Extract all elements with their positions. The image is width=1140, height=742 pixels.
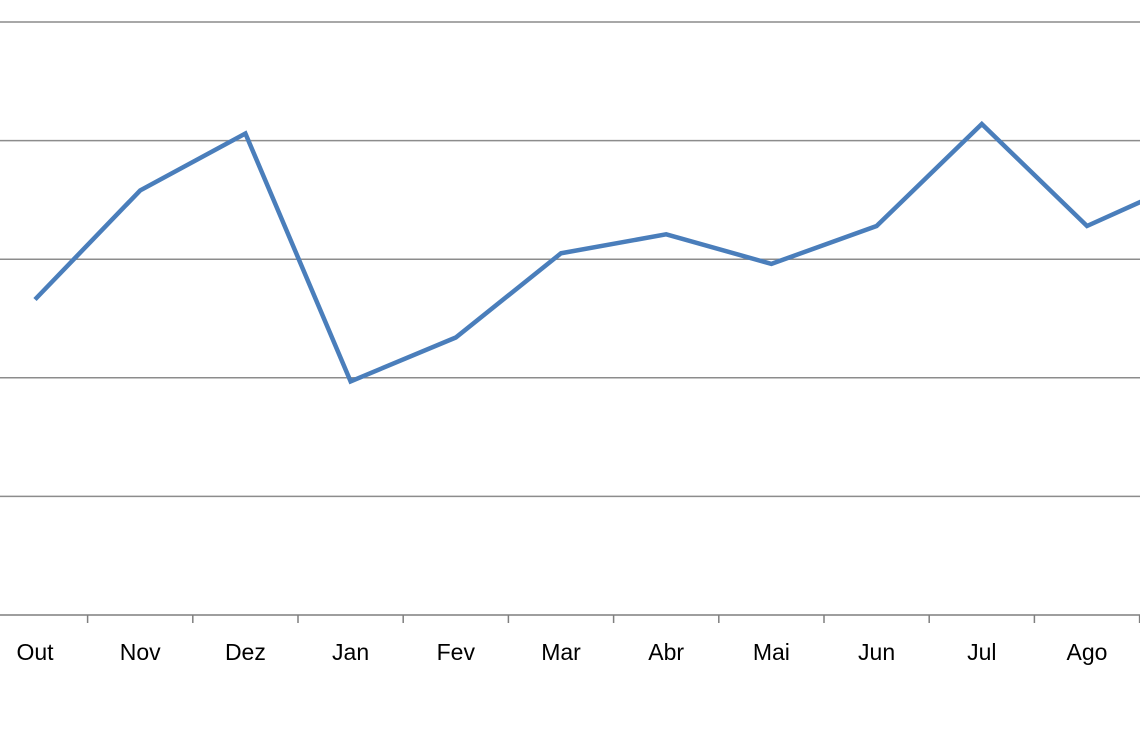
x-tick-label: Nov	[120, 639, 161, 665]
x-tick-label: Out	[16, 639, 54, 665]
x-tick-label: Jul	[967, 639, 996, 665]
x-tick-label: Ago	[1067, 639, 1108, 665]
x-tick-label: Abr	[648, 639, 684, 665]
x-tick-label: Dez	[225, 639, 266, 665]
x-tick-label: Mai	[753, 639, 790, 665]
x-tick-label: Jan	[332, 639, 369, 665]
data-line	[33, 120, 1140, 385]
x-tick-label: Mar	[541, 639, 581, 665]
x-tick-label: Fev	[437, 639, 476, 665]
x-tick-label: Jun	[858, 639, 895, 665]
